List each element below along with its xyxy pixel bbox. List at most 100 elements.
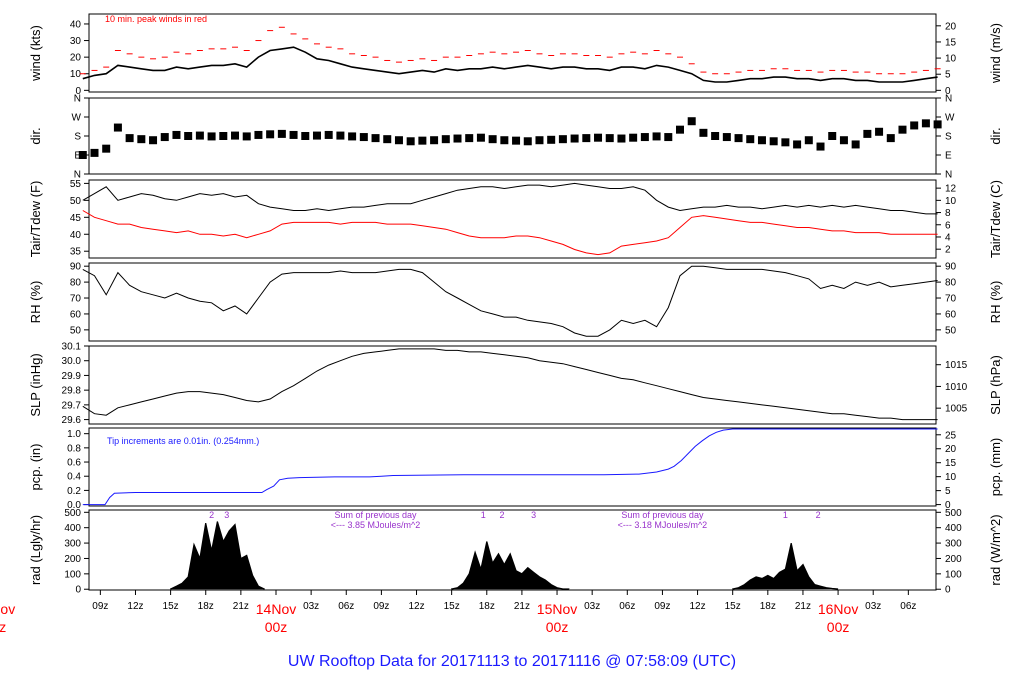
dir-ytick-right-label: E xyxy=(945,151,952,162)
dir-point xyxy=(149,136,158,145)
dir-ylabel: dir. xyxy=(28,127,43,144)
day-label-z: 00z xyxy=(546,619,569,635)
rad-ytick-label: 400 xyxy=(64,523,81,534)
x-tick-label: 09z xyxy=(654,601,670,612)
wind-ytick-right-label: 5 xyxy=(945,70,951,81)
rh-ylabel-right: RH (%) xyxy=(988,281,1003,324)
dir-point xyxy=(430,136,439,145)
dir-point xyxy=(102,144,111,153)
rad-ylabel: rad (Lgly/hr) xyxy=(28,515,43,585)
day-label-date: 16Nov xyxy=(818,601,858,617)
temp-ytick-label: 55 xyxy=(70,179,82,190)
slp-ytick-right-label: 1010 xyxy=(945,382,968,393)
dir-point xyxy=(886,134,895,143)
pcp-ylabel-right: pcp. (mm) xyxy=(988,438,1003,497)
dir-panel-frame xyxy=(88,97,937,175)
slp-ytick-label: 30.1 xyxy=(62,342,82,353)
x-tick-label: 15z xyxy=(725,601,741,612)
dir-point xyxy=(512,136,521,145)
pcp-annotation: Tip increments are 0.01in. (0.254mm.) xyxy=(107,436,259,446)
dir-point xyxy=(863,129,872,138)
rad-peak-label: 1 xyxy=(481,510,486,520)
dir-point xyxy=(629,133,638,142)
x-tick-label: 18z xyxy=(760,601,776,612)
x-tick-label: 12z xyxy=(689,601,705,612)
rad-ytick-label: 200 xyxy=(64,554,81,565)
day-label-z: 00z xyxy=(265,619,288,635)
rh-ylabel: RH (%) xyxy=(28,281,43,324)
dir-point xyxy=(804,136,813,145)
dir-point xyxy=(383,135,392,144)
dir-point xyxy=(582,134,591,143)
temp-ytick-label: 35 xyxy=(70,247,82,258)
rad-ytick-right-label: 300 xyxy=(945,539,962,550)
dir-ytick-right-label: S xyxy=(945,132,952,143)
slp-ytick-label: 29.9 xyxy=(62,371,82,382)
wind-ylabel-right: wind (m/s) xyxy=(988,23,1003,84)
dir-point xyxy=(828,132,837,140)
dir-point xyxy=(523,137,532,146)
rad-sum-value: <--- 3.85 MJoules/m^2 xyxy=(331,520,421,530)
wind-ylabel: wind (kts) xyxy=(28,25,43,82)
dir-point xyxy=(605,134,614,143)
dir-point xyxy=(137,135,146,144)
dir-point xyxy=(547,135,556,144)
slp-panel-frame xyxy=(88,345,937,425)
dir-point xyxy=(418,136,427,145)
rad-ytick-label: 100 xyxy=(64,569,81,580)
pcp-ytick-right-label: 0 xyxy=(945,500,951,511)
dir-point xyxy=(172,130,181,139)
slp-ytick-label: 29.8 xyxy=(62,386,82,397)
rad-series-0 xyxy=(170,521,839,590)
dir-point xyxy=(78,151,87,159)
pcp-panel-frame xyxy=(88,427,937,507)
temp-ytick-right-label: 8 xyxy=(945,208,951,219)
x-tick-label: 21z xyxy=(233,601,249,612)
day-label-z: 00z xyxy=(0,619,6,635)
day-label-date: 13Nov xyxy=(0,601,15,617)
dir-point xyxy=(336,131,345,140)
rad-sum-label: Sum of previous day xyxy=(621,510,704,520)
dir-point xyxy=(851,140,860,149)
dir-point xyxy=(746,135,755,144)
x-tick-label: 03z xyxy=(584,601,600,612)
dir-point xyxy=(640,133,649,142)
rh-ytick-label: 50 xyxy=(70,325,82,336)
dir-point xyxy=(125,134,134,143)
dir-point xyxy=(90,148,99,157)
slp-ytick-label: 29.6 xyxy=(62,415,82,426)
dir-point xyxy=(476,133,485,142)
rh-ytick-right-label: 70 xyxy=(945,294,957,305)
rh-ytick-right-label: 50 xyxy=(945,325,957,336)
pcp-ytick-label: 0.8 xyxy=(67,443,81,454)
wind-ytick-label: 0 xyxy=(75,86,81,97)
dir-point xyxy=(219,132,228,140)
slp-series-0 xyxy=(82,348,938,421)
dir-point xyxy=(875,127,884,136)
dir-point xyxy=(652,132,661,141)
dir-point xyxy=(594,133,603,142)
dir-point xyxy=(301,132,310,140)
dir-ytick-right-label: N xyxy=(945,94,952,105)
slp-ytick-label: 29.7 xyxy=(62,400,82,411)
dir-point xyxy=(324,130,333,139)
dir-point xyxy=(359,133,368,142)
dir-point xyxy=(289,130,298,139)
rad-ytick-right-label: 400 xyxy=(945,523,962,534)
wind-ytick-label: 10 xyxy=(70,69,82,80)
wind-annotation: 10 min. peak winds in red xyxy=(105,14,207,24)
dir-point xyxy=(839,136,848,145)
slp-ylabel: SLP (inHg) xyxy=(28,353,43,416)
x-tick-label: 12z xyxy=(408,601,424,612)
dir-point xyxy=(558,135,567,144)
dir-point xyxy=(160,133,169,142)
dir-ytick-label: N xyxy=(74,94,81,105)
pcp-ytick-label: 0.6 xyxy=(67,458,81,469)
dir-point xyxy=(277,129,286,138)
pcp-ylabel: pcp. (in) xyxy=(28,444,43,491)
dir-point xyxy=(312,131,321,140)
dir-ytick-right-label: W xyxy=(945,113,955,124)
dir-point xyxy=(664,133,673,142)
dir-point xyxy=(242,132,251,141)
